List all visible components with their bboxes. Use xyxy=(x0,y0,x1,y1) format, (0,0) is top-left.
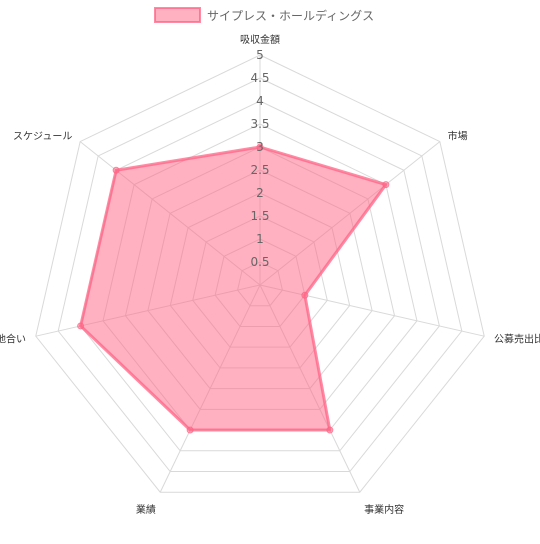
data-point-市場[interactable] xyxy=(382,181,390,189)
series-area xyxy=(79,145,388,432)
legend-label: サイプレス・ホールディングス xyxy=(207,8,374,23)
axis-label-0: 吸収金額 xyxy=(240,33,280,46)
tick-label-2: 2 xyxy=(256,186,264,200)
axis-label-5: 地合い xyxy=(0,332,26,345)
tick-label-5: 5 xyxy=(256,48,264,62)
tick-label-0.5: 0.5 xyxy=(250,255,269,269)
axis-label-1: 市場 xyxy=(448,129,468,142)
tick-label-1: 1 xyxy=(256,232,264,246)
tick-label-4: 4 xyxy=(256,94,264,108)
axis-label-2: 公募売出比 xyxy=(494,332,540,345)
data-point-事業内容[interactable] xyxy=(326,426,334,434)
grid-ring-5 xyxy=(35,54,485,493)
data-point-公募売出比[interactable] xyxy=(301,291,309,299)
data-point-スケジュール[interactable] xyxy=(112,166,120,174)
legend-swatch xyxy=(154,7,201,23)
tick-label-3: 3 xyxy=(256,140,264,154)
tick-label-2.5: 2.5 xyxy=(250,163,269,177)
grid-ring-4.5 xyxy=(57,77,463,473)
axis-label-3: 事業内容 xyxy=(364,503,404,516)
axis-label-6: スケジュール xyxy=(13,130,72,142)
legend[interactable]: サイプレス・ホールディングス xyxy=(154,7,374,23)
tick-label-1.5: 1.5 xyxy=(250,209,269,223)
radar-series xyxy=(77,143,390,434)
data-point-吸収金額[interactable] xyxy=(256,143,264,151)
data-point-業績[interactable] xyxy=(186,426,194,434)
axis-label-4: 業績 xyxy=(136,503,156,516)
tick-label-3.5: 3.5 xyxy=(250,117,269,131)
tick-label-4.5: 4.5 xyxy=(250,71,269,85)
data-point-地合い[interactable] xyxy=(77,322,85,330)
radial-tick-labels: 0.5 1 1.5 2 2.5 3 3.5 4 4.5 5 xyxy=(250,48,269,269)
